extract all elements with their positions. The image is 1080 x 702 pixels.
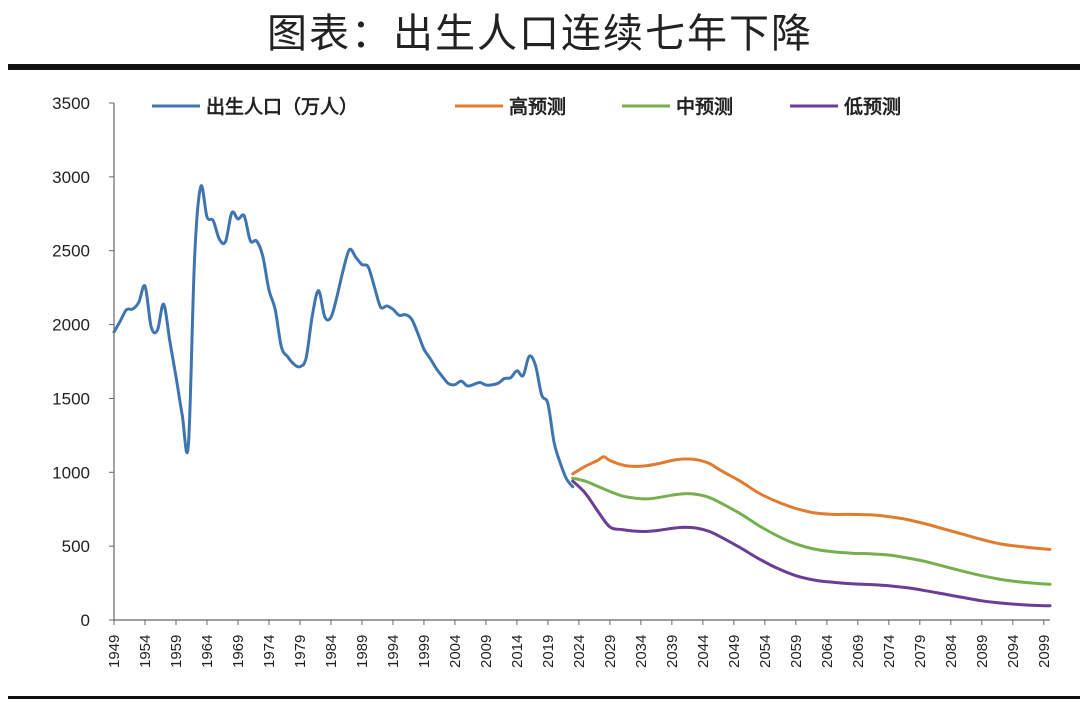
y-tick-label: 2000 [52,316,90,335]
legend-label-4: 低预测 [843,95,901,118]
x-tick-label: 2014 [509,635,526,668]
y-tick-label: 1500 [52,389,90,408]
title-underline [8,64,1080,70]
x-axis-ticks: 1949 1954 1959 1964 1969 1974 1979 1984 1989 1994… [106,620,1053,668]
x-tick-label: 1994 [385,635,402,668]
bottom-rule [8,696,1080,699]
x-tick-label: 1979 [292,635,309,668]
x-tick-label: 2029 [602,635,619,668]
x-tick-label: 1974 [261,635,278,668]
x-tick-label: 2004 [447,635,464,668]
y-tick-label: 2500 [52,242,90,261]
legend-label-3: 中预测 [676,95,733,118]
y-axis-ticks: 0 500 1000 1500 2000 2500 3000 3500 [52,94,114,630]
x-tick-label: 1954 [137,635,154,668]
x-tick-label: 1969 [230,635,247,668]
x-tick-label: 2074 [881,635,898,668]
x-tick-label: 2089 [974,635,991,668]
y-tick-label: 500 [62,537,90,556]
series-line-2 [571,455,1052,551]
chart-title: 图表：出生人口连续七年下降 [267,11,813,57]
x-tick-label: 2019 [540,635,557,668]
x-tick-label: 2009 [478,635,495,668]
x-tick-label: 2069 [850,635,867,668]
line-chart: 0 500 1000 1500 2000 2500 3000 3500 1949 1954 195… [52,94,1053,668]
x-tick-label: 1984 [323,635,340,668]
x-tick-label: 2064 [819,635,836,668]
x-tick-label: 1999 [416,635,433,668]
x-tick-label: 2049 [726,635,743,668]
x-tick-label: 2094 [1005,635,1022,668]
x-tick-label: 2059 [788,635,805,668]
x-tick-label: 1964 [199,635,216,668]
x-tick-label: 2079 [912,635,929,668]
y-tick-label: 3000 [52,168,90,187]
x-tick-label: 2024 [571,635,588,668]
legend-label-2: 高预测 [509,95,566,118]
x-tick-label: 1989 [354,635,371,668]
x-tick-label: 1949 [106,635,123,668]
legend: 出生人口（万人） 高预测 中预测 低预测 [152,95,901,118]
legend-label-1: 出生人口（万人） [206,95,358,118]
y-tick-label: 3500 [52,94,90,113]
axes [113,103,1050,621]
x-tick-label: 2034 [633,635,650,668]
series-line-3 [571,476,1052,586]
x-tick-label: 2044 [695,635,712,668]
x-tick-label: 1959 [168,635,185,668]
x-tick-label: 2039 [664,635,681,668]
x-tick-label: 2099 [1036,635,1053,668]
y-tick-label: 0 [81,611,90,630]
x-tick-label: 2084 [943,635,960,668]
x-tick-label: 2054 [757,635,774,668]
y-tick-label: 1000 [52,463,90,482]
series-lines [112,184,1052,608]
series-line-1 [112,184,575,489]
series-line-4 [571,479,1052,608]
